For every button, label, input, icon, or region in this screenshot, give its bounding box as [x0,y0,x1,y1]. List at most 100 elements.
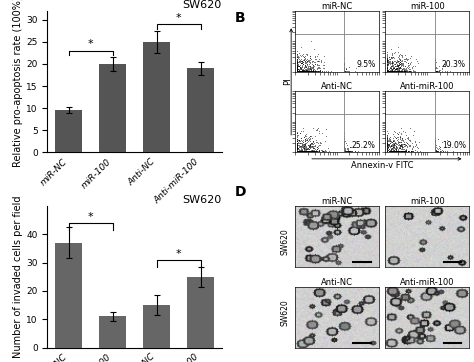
Point [306,144,314,150]
Point [398,68,406,73]
Point [399,148,407,154]
Point [340,148,348,153]
Point [298,148,306,154]
Point [340,140,348,146]
Point [434,68,441,73]
Point [306,142,314,148]
Point [396,68,404,73]
Point [306,148,313,154]
Point [431,148,438,154]
Point [406,143,414,149]
Point [310,146,318,151]
Point [294,63,301,69]
Point [340,139,348,145]
Point [431,66,438,71]
Point [319,148,326,154]
Point [394,64,402,70]
Point [293,68,301,73]
Point [398,61,405,67]
Point [309,141,316,147]
Text: *: * [176,13,182,23]
Point [293,68,301,73]
Point [302,145,310,151]
Point [383,68,391,73]
Point [299,59,307,65]
Point [399,137,406,143]
Point [322,68,329,73]
Point [398,148,406,154]
Point [301,145,308,151]
Point [395,67,403,73]
Point [431,68,438,73]
Point [340,144,348,150]
Point [383,68,391,73]
Point [387,59,394,65]
Point [300,145,308,151]
Point [308,65,316,71]
Point [404,68,412,73]
Point [390,65,397,71]
Point [293,68,301,73]
Point [315,148,323,154]
Point [305,56,313,62]
Point [393,57,401,63]
Point [393,68,401,73]
Point [394,59,401,64]
Point [438,68,446,73]
Point [383,148,391,154]
Point [439,148,447,154]
Point [293,142,301,147]
Point [299,58,306,64]
Point [297,68,304,73]
Point [296,147,303,153]
Point [431,146,438,152]
Point [309,67,317,72]
Point [394,131,401,137]
Point [397,148,405,154]
Point [303,62,311,67]
Point [340,133,348,139]
Point [302,63,310,69]
Point [320,65,328,71]
Point [295,56,302,62]
Point [301,63,309,69]
Point [435,68,442,73]
Point [388,148,395,154]
Point [293,143,301,149]
Point [391,128,398,134]
Point [388,67,396,73]
Point [293,148,301,154]
Point [431,148,438,154]
Point [346,148,354,154]
Point [393,68,401,73]
Point [431,148,438,154]
Point [298,58,305,64]
Point [383,148,391,154]
Point [383,148,391,154]
Point [383,142,391,147]
Point [392,148,400,154]
Point [431,68,439,73]
Point [431,68,438,73]
Point [293,60,301,66]
Point [306,142,314,148]
Point [307,68,315,73]
Point [387,68,395,73]
Point [313,148,321,154]
Point [385,142,392,148]
Point [383,68,391,73]
Point [383,56,391,62]
Point [431,68,438,73]
Point [405,68,412,73]
Point [293,61,301,67]
Point [340,147,348,153]
Point [431,146,438,151]
Point [383,57,391,63]
Point [302,68,310,73]
Point [293,140,301,146]
Point [293,148,301,154]
Point [312,68,319,73]
Point [293,146,301,152]
Point [383,68,391,73]
Point [386,66,394,71]
